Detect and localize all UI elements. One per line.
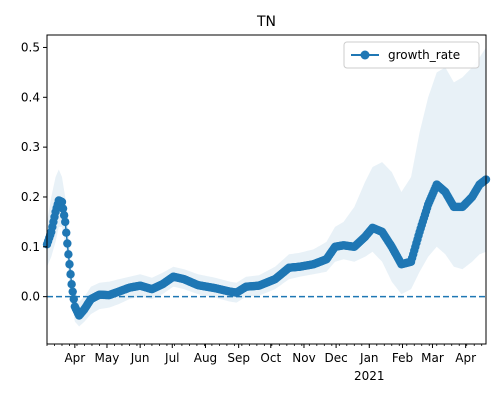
legend: growth_rate — [343, 41, 480, 69]
data-point — [67, 279, 76, 289]
x-tick-label: Aug — [194, 351, 217, 365]
y-tick-label: 0.5 — [21, 40, 40, 54]
data-point — [62, 228, 71, 237]
y-tick-label: 0.4 — [21, 90, 40, 104]
legend-marker-swatch — [360, 50, 370, 60]
y-tick-label: 0.0 — [21, 290, 40, 304]
data-point — [58, 204, 68, 213]
x-tick-label: Jul — [164, 351, 179, 365]
data-point — [66, 270, 75, 279]
legend-label: growth_rate — [388, 48, 460, 62]
x-tick-label: Sep — [227, 351, 250, 365]
x-tick-label: Jun — [130, 351, 150, 365]
data-point — [68, 287, 77, 296]
plot-frame — [46, 34, 487, 345]
y-tick-label: 0.1 — [21, 240, 40, 254]
x-tick-label: Mar — [421, 351, 444, 365]
data-point — [63, 239, 72, 248]
data-point — [65, 260, 74, 269]
x-axis-ticks: Apr May Jun Jul Aug Sep Oct Nov Dec Jan Feb Mar Apr 2… — [46, 344, 483, 383]
data-point — [57, 197, 67, 207]
x-tick-label: Dec — [324, 351, 347, 365]
data-point — [69, 294, 78, 304]
data-point — [59, 211, 69, 220]
x-tick-label: Apr — [455, 351, 476, 365]
y-tick-label: 0.3 — [21, 140, 40, 154]
x-tick-label: Apr — [64, 351, 85, 365]
chart-title: TN — [256, 14, 276, 30]
x-year-label: 2021 — [354, 369, 385, 383]
x-tick-label: Oct — [260, 351, 281, 365]
series-markers-group — [42, 175, 491, 320]
legend-box — [343, 41, 480, 69]
data-point — [60, 217, 70, 227]
x-tick-label: Feb — [392, 351, 413, 365]
y-axis-ticks: 0.0 0.1 0.2 0.3 0.4 0.5 — [21, 40, 47, 304]
data-point — [64, 250, 73, 259]
x-tick-label: May — [95, 351, 120, 365]
x-tick-label: Nov — [292, 351, 315, 365]
x-tick-label: Jan — [359, 351, 379, 365]
y-tick-label: 0.2 — [21, 190, 40, 204]
